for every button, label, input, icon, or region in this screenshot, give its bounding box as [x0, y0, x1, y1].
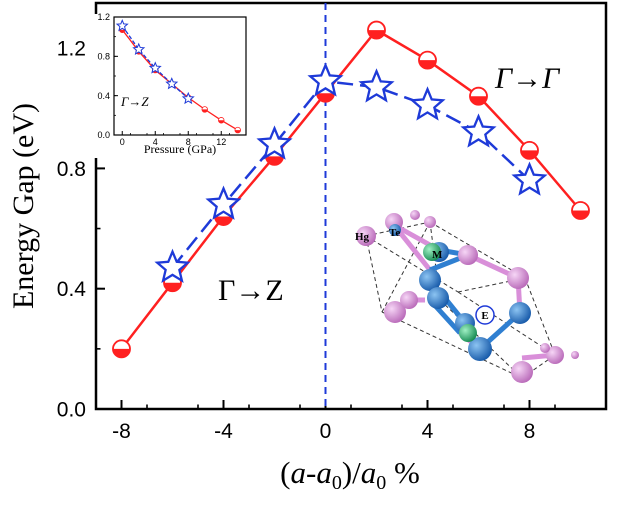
inset-star-point — [148, 61, 162, 74]
inset-circle-point — [218, 117, 225, 124]
main-star-point — [205, 185, 242, 220]
main-circle-point — [520, 140, 539, 160]
inset-star-point — [115, 19, 129, 32]
inset-y-tick-label: 0.4 — [97, 91, 110, 101]
main-x-tick-label: -8 — [112, 420, 131, 443]
main-tick-labels: -8 -4 0 4 8 0.0 0.4 0.8 1.2 — [57, 37, 536, 443]
m-label: M — [432, 249, 443, 261]
inset-y-tick-label: 0.8 — [97, 51, 110, 61]
main-star-point — [256, 125, 293, 160]
inset-tick-marks — [114, 16, 230, 136]
y-axis-label: Energy Gap (eV) — [7, 103, 40, 309]
inset-y-tick-label: 1.2 — [97, 12, 110, 22]
inset-x-tick-label: 0 — [120, 137, 125, 147]
gamma-z-annotation: Γ→Z — [218, 274, 284, 307]
hg-label: Hg — [355, 231, 370, 243]
inset-circle-point — [234, 126, 241, 134]
main-star-point — [307, 62, 344, 97]
main-y-tick-label: 0.4 — [57, 278, 87, 301]
main-x-tick-label: 8 — [524, 420, 536, 443]
e-marker — [475, 305, 495, 325]
main-x-tick-label: 4 — [422, 420, 434, 443]
inset-y-tick-label: 0.0 — [97, 130, 110, 140]
inset-gamma-z-annotation: Γ→Z — [120, 94, 149, 109]
inset-x-tick-label: 8 — [186, 137, 191, 147]
inset-star-point — [132, 42, 146, 55]
inset-x-tick-label: 12 — [216, 137, 226, 147]
x-axis-label: (a-a0)/a0 % — [280, 455, 420, 494]
main-star-point — [409, 86, 446, 121]
unit-cell-edges — [365, 221, 556, 379]
gamma-gamma-annotation: Γ→Γ — [494, 62, 561, 95]
main-circle-point — [571, 201, 590, 220]
main-y-tick-label: 0.0 — [57, 398, 86, 421]
inset-star-point — [165, 77, 179, 90]
m-atoms — [423, 243, 477, 342]
main-y-tick-label: 0.8 — [57, 158, 86, 181]
inset-x-axis-label: Pressure (GPa) — [144, 142, 216, 156]
main-star-point — [358, 68, 395, 103]
inset-circle-point — [201, 106, 208, 113]
main-x-tick-label: 0 — [320, 420, 332, 443]
main-star-point — [154, 248, 191, 284]
main-circle-point — [112, 339, 131, 359]
crystal-structure-illustration: Hg Te M E — [355, 210, 579, 383]
main-star-point — [460, 113, 497, 148]
main-star-point — [511, 161, 548, 196]
main-series-layer — [112, 20, 590, 359]
hg-atoms — [356, 210, 579, 383]
main-circle-point — [418, 50, 437, 70]
inset-star-series-line — [121, 25, 189, 100]
inset-x-tick-label: 4 — [153, 137, 158, 147]
inset-star-point — [181, 91, 195, 105]
main-y-tick-label: 1.2 — [57, 37, 86, 60]
te-label: Te — [389, 227, 400, 239]
inset-tick-labels: 0 4 8 12 0.0 0.4 0.8 1.2 — [97, 12, 226, 147]
main-circle-point — [367, 20, 386, 40]
e-label: E — [481, 310, 488, 322]
pressure-inset: 0 4 8 12 0.0 0.4 0.8 1.2 Pressure (GPa) Γ→Z — [89, 12, 252, 158]
main-x-tick-label: -4 — [214, 420, 233, 443]
inset-series-layer — [115, 19, 241, 134]
main-circle-series-line — [120, 28, 582, 350]
main-circle-point — [469, 86, 488, 106]
